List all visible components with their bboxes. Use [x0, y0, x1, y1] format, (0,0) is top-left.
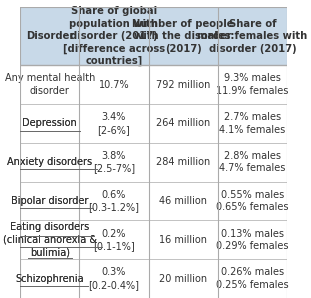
Text: Eating disorders
(clinical anorexia &
bulimia): Eating disorders (clinical anorexia & bu… — [3, 222, 97, 257]
Text: Anxiety disorders: Anxiety disorders — [7, 157, 92, 167]
Text: Depression: Depression — [22, 119, 77, 128]
Bar — [21, 104, 287, 143]
Text: Bipolar disorder: Bipolar disorder — [11, 196, 89, 206]
Text: Schizophrenia: Schizophrenia — [16, 274, 84, 284]
Bar — [21, 221, 287, 259]
Text: Eating disorders
(clinical anorexia &
bulimia): Eating disorders (clinical anorexia & bu… — [3, 222, 97, 257]
Text: 3.8%
[2.5-7%]: 3.8% [2.5-7%] — [93, 151, 135, 173]
Text: 46 million: 46 million — [159, 196, 207, 206]
Text: Schizophrenia: Schizophrenia — [16, 274, 84, 284]
Text: 264 million: 264 million — [156, 119, 210, 128]
Text: 3.4%
[2-6%]: 3.4% [2-6%] — [97, 112, 130, 135]
Text: Depression: Depression — [22, 119, 77, 128]
Text: 20 million: 20 million — [159, 274, 207, 284]
Text: 0.13% males
0.29% females: 0.13% males 0.29% females — [216, 229, 289, 251]
Text: Share of
males:females with
disorder (2017): Share of males:females with disorder (20… — [197, 19, 308, 54]
Text: 16 million: 16 million — [159, 235, 207, 245]
Text: 284 million: 284 million — [156, 157, 210, 167]
Bar — [21, 143, 287, 182]
Text: 0.26% males
0.25% females: 0.26% males 0.25% females — [216, 267, 289, 290]
Text: 792 million: 792 million — [156, 80, 210, 90]
Text: 2.8% males
4.7% females: 2.8% males 4.7% females — [219, 151, 286, 173]
Bar — [21, 65, 287, 104]
Text: Share of global
population with
disorder (2017)
[difference across
countries]: Share of global population with disorder… — [63, 6, 165, 66]
Text: 0.3%
[0.2-0.4%]: 0.3% [0.2-0.4%] — [88, 267, 139, 290]
Text: 10.7%: 10.7% — [99, 80, 129, 90]
Bar — [21, 182, 287, 221]
Text: 9.3% males
11.9% females: 9.3% males 11.9% females — [216, 74, 289, 96]
Text: Disorder: Disorder — [26, 31, 74, 41]
Text: Any mental health
disorder: Any mental health disorder — [5, 74, 95, 96]
Text: Anxiety disorders: Anxiety disorders — [7, 157, 92, 167]
Text: 0.6%
[0.3-1.2%]: 0.6% [0.3-1.2%] — [88, 190, 139, 212]
Text: Number of people
with the disorder
(2017): Number of people with the disorder (2017… — [132, 19, 234, 54]
Text: 2.7% males
4.1% females: 2.7% males 4.1% females — [219, 112, 286, 135]
Text: Bipolar disorder: Bipolar disorder — [11, 196, 89, 206]
Text: 0.55% males
0.65% females: 0.55% males 0.65% females — [216, 190, 289, 212]
Text: 0.2%
[0.1-1%]: 0.2% [0.1-1%] — [93, 229, 135, 251]
Bar — [21, 7, 287, 65]
Bar — [21, 259, 287, 298]
